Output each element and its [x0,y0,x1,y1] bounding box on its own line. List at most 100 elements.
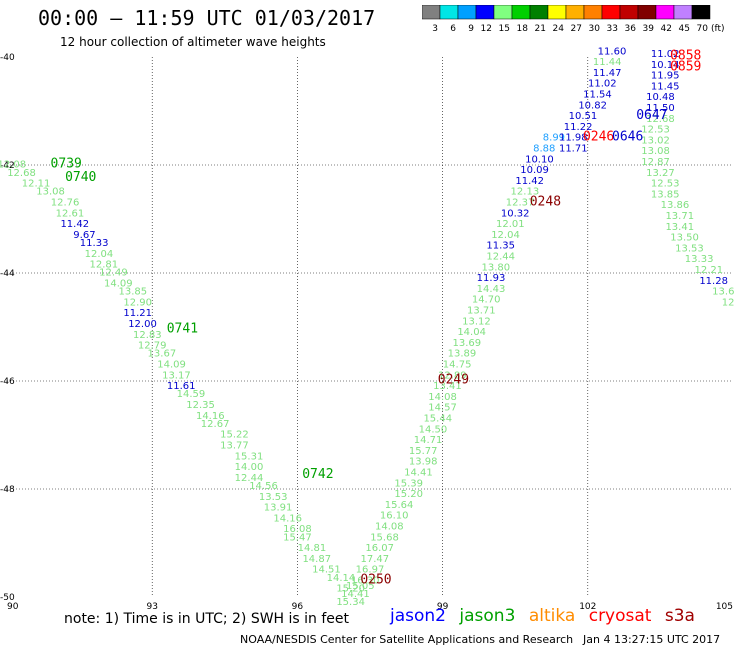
wave-height-point: 11.22 [564,122,593,133]
wave-height-point: 11.45 [651,81,680,92]
wave-height-point: 13.41 [665,222,694,233]
wave-height-point: 15.34 [336,597,365,608]
y-tick-label: -44 [0,269,15,279]
wave-height-colorbar: 3 6 9 12 15 18 21 24 27 30 33 36 39 42 45 70 (ft) [422,5,725,34]
wave-height-point: 12.53 [651,179,680,190]
legend-jason2: jason2 [390,606,446,626]
wave-height-point: 14.71 [414,435,443,446]
page-subtitle: 12 hour collection of altimeter wave hei… [60,35,326,49]
wave-height-point: 12.61 [56,208,85,219]
wave-height-point: 12.00 [128,319,157,330]
wave-height-point: 11.50 [646,103,675,114]
wave-height-point: 8.88 [533,144,555,155]
wave-height-point: 13.27 [646,168,675,179]
wave-height-point: 14.04 [457,327,486,338]
wave-height-point: 14.14 [327,573,356,584]
pass-time-label: 0859 [670,60,701,75]
wave-height-point: 9.67 [73,230,95,241]
wave-height-point: 11.21 [123,308,152,319]
wave-height-point: 15.64 [385,500,414,511]
wave-height-point: 11.02 [651,49,680,60]
wave-height-point: 12.87 [641,157,670,168]
wave-height-point: 12.83 [133,330,162,341]
wave-height-point: 14.81 [298,543,327,554]
wave-height-point: 15.44 [423,414,452,425]
credit-date: Jan 4 13:27:15 UTC 2017 [583,633,721,646]
wave-height-point: 15.39 [394,478,423,489]
pass-time-label: 0246 [583,130,614,145]
wave-height-point: 12.76 [51,198,80,209]
colorbar-swatch [691,5,711,20]
wave-height-point: 14.41 [341,589,370,600]
pass-time-label: 0858 [670,49,701,64]
wave-height-point: 10.48 [646,92,675,103]
wave-height-point: 14.16 [273,513,302,524]
credit-line: NOAA/NESDIS Center for Satellite Applica… [240,633,574,646]
wave-height-point: 10.32 [501,208,530,219]
legend-cryosat: cryosat [588,606,652,626]
wave-height-point: 13.69 [452,338,481,349]
wave-height-point: 12.04 [85,249,114,260]
colorbar-label: 18 [517,24,529,34]
wave-height-point: 13.33 [685,254,714,265]
colorbar-label: 39 [643,24,655,34]
wave-height-point: 13.12 [462,316,491,327]
wave-height-point: 13.71 [665,211,694,222]
wave-height-point: 14.87 [302,554,331,565]
wave-height-point: 12.13 [511,187,540,198]
legend-altika: altika [528,606,576,626]
y-tick-label: -50 [0,593,15,603]
wave-height-point: 17.47 [361,554,390,565]
wave-height-point: 14.59 [177,389,206,400]
wave-height-point: 14.41 [404,468,433,479]
wave-height-point: 10.10 [525,154,554,165]
wave-height-point: 14.56 [249,481,278,492]
colorbar-label: 70 [697,24,709,34]
wave-height-point: 13.08 [641,146,670,157]
wave-height-point: 12.68 [646,114,675,125]
wave-height-point: 12.08 [0,160,26,171]
wave-height-point: 13.50 [670,233,699,244]
wave-height-point: 12.44 [235,473,264,484]
pass-time-label: 0646 [612,130,643,145]
pass-time-label: 0739 [51,157,82,172]
page-title: 00:00 — 11:59 UTC 01/03/2017 [38,6,376,30]
wave-height-point: 14.00 [235,462,264,473]
wave-height-point: 11.71 [559,144,588,155]
wave-height-point: 14.08 [428,392,457,403]
x-tick-label: 99 [437,602,449,612]
wave-height-point: 11.42 [515,176,544,187]
pass-time-label: 0742 [302,467,333,482]
wave-height-point: 12.81 [89,260,118,271]
legend-jason3: jason3 [459,606,516,626]
wave-height-point: 13.41 [433,381,462,392]
wave-height-point: 13.85 [651,189,680,200]
wave-height-point: 11.47 [593,68,622,79]
wave-height-point: 10.14 [651,60,680,71]
colorbar-label: 30 [589,24,601,34]
wave-height-point: 11.42 [60,219,89,230]
wave-height-point: 15.31 [235,451,264,462]
colorbar-label: 24 [553,24,565,34]
wave-height-point: 15.47 [283,532,312,543]
colorbar-label: 6 [450,24,456,34]
wave-height-point: 16.07 [365,543,394,554]
x-tick-label: 93 [146,602,157,612]
wave-height-point: 14.57 [428,403,457,414]
colorbar-label: 9 [468,24,474,34]
wave-height-point: 16.30 [351,576,380,587]
wave-height-point: 11.93 [477,273,506,284]
wave-height-point: 13.67 [148,349,177,360]
wave-height-point: 15.68 [370,532,399,543]
y-tick-label: -42 [0,161,15,171]
wave-height-point: 12.67 [201,419,230,430]
wave-height-point: 13.80 [482,262,511,273]
wave-height-point: 12.53 [641,125,670,136]
wave-height-point: 16.10 [380,511,409,522]
wave-height-point: 11.95 [651,71,680,82]
wave-height-point: 11.44 [593,57,622,68]
wave-height-point: 14.08 [375,522,404,533]
units-note: note: 1) Time is in UTC; 2) SWH is in fe… [64,611,350,627]
wave-height-point: 14.50 [419,424,448,435]
wave-height-point: 12.11 [22,179,51,190]
